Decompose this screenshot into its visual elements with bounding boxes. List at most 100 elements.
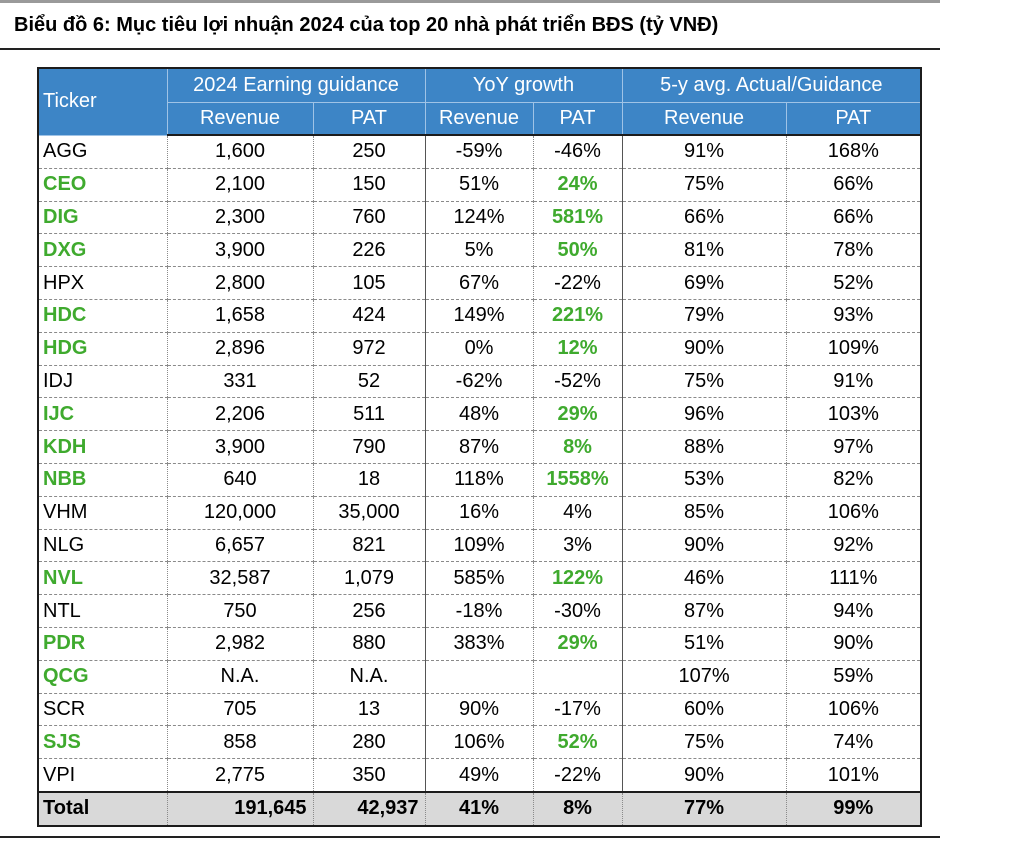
cell-avg-revenue: 66% [622,201,787,235]
cell-yoy-pat: 29% [533,397,623,432]
cell-avg-revenue: 87% [622,594,787,628]
cell-yoy-pat: -22% [533,758,623,793]
table-row: AGG 1,600 250 -59% -46% 91% 168% [37,135,923,169]
subheader-pat: PAT [785,102,923,136]
total-revenue: 191,645 [167,790,314,827]
page-title: Biểu đồ 6: Mục tiêu lợi nhuận 2024 của t… [14,14,719,36]
cell-pat: 18 [313,463,426,497]
cell-pat: 35,000 [313,496,426,530]
cell-pat: 280 [313,725,426,760]
cell-revenue: 858 [167,725,314,760]
cell-yoy-revenue: 106% [425,725,534,760]
subheader-revenue: Revenue [424,102,534,136]
cell-avg-pat: 106% [786,693,923,727]
cell-revenue: 640 [167,463,314,497]
cell-ticker: IDJ [37,365,168,399]
table-row: NLG 6,657 821 109% 3% 90% 92% [37,529,923,563]
cell-yoy-pat [533,660,623,694]
cell-revenue: 32,587 [167,561,314,596]
cell-avg-revenue: 90% [622,332,787,366]
cell-yoy-pat: 221% [533,299,623,333]
top-divider [0,0,940,3]
cell-ticker: DXG [37,233,168,268]
table-row: VHM 120,000 35,000 16% 4% 85% 106% [37,496,923,530]
group-header-guidance: 2024 Earning guidance [166,67,426,103]
cell-yoy-pat: 24% [533,168,623,202]
cell-yoy-pat: -52% [533,365,623,399]
cell-pat: 256 [313,594,426,628]
cell-revenue: 3,900 [167,233,314,268]
cell-ticker: NLG [37,529,168,563]
cell-revenue: N.A. [167,660,314,694]
cell-revenue: 120,000 [167,496,314,530]
cell-yoy-pat: 8% [533,430,623,464]
cell-avg-revenue: 90% [622,529,787,563]
cell-avg-pat: 111% [786,561,923,596]
header-group-row: Ticker 2024 Earning guidance YoY growth … [37,67,923,136]
cell-pat: N.A. [313,660,426,694]
cell-revenue: 1,658 [167,299,314,333]
group-header-avg: 5-y avg. Actual/Guidance [621,67,923,103]
cell-avg-pat: 78% [786,233,923,268]
cell-avg-pat: 52% [786,266,923,300]
cell-yoy-pat: 52% [533,725,623,760]
table-row: CEO 2,100 150 51% 24% 75% 66% [37,168,923,202]
cell-ticker: NTL [37,594,168,628]
cell-avg-revenue: 96% [622,397,787,432]
cell-pat: 250 [313,135,426,169]
total-label: Total [37,790,168,827]
cell-pat: 972 [313,332,426,366]
cell-ticker: VPI [37,758,168,793]
cell-ticker: AGG [37,135,168,169]
table-row: VPI 2,775 350 49% -22% 90% 101% [37,758,923,793]
cell-pat: 350 [313,758,426,793]
cell-ticker: SCR [37,693,168,727]
cell-avg-revenue: 53% [622,463,787,497]
cell-revenue: 2,982 [167,627,314,661]
cell-ticker: PDR [37,627,168,661]
cell-avg-revenue: 46% [622,561,787,596]
cell-avg-revenue: 90% [622,758,787,793]
cell-revenue: 1,600 [167,135,314,169]
cell-pat: 150 [313,168,426,202]
table-row: HDC 1,658 424 149% 221% 79% 93% [37,299,923,333]
cell-avg-pat: 90% [786,627,923,661]
cell-avg-revenue: 85% [622,496,787,530]
cell-pat: 880 [313,627,426,661]
cell-avg-pat: 93% [786,299,923,333]
cell-avg-pat: 91% [786,365,923,399]
cell-revenue: 2,300 [167,201,314,235]
cell-avg-pat: 101% [786,758,923,793]
cell-yoy-revenue: 0% [425,332,534,366]
table-body: AGG 1,600 250 -59% -46% 91% 168% CEO 2,100 150 51%… [37,135,923,827]
table-row: SCR 705 13 90% -17% 60% 106% [37,693,923,727]
cell-yoy-revenue: 48% [425,397,534,432]
cell-avg-pat: 92% [786,529,923,563]
subheader-pat: PAT [312,102,426,136]
total-pat: 42,937 [313,790,426,827]
cell-pat: 790 [313,430,426,464]
cell-yoy-revenue: 149% [425,299,534,333]
table-row: DXG 3,900 226 5% 50% 81% 78% [37,233,923,268]
table-row: QCG N.A. N.A. 107% 59% [37,660,923,694]
cell-revenue: 6,657 [167,529,314,563]
group-header-yoy: YoY growth [424,67,623,103]
cell-pat: 52 [313,365,426,399]
cell-pat: 424 [313,299,426,333]
cell-avg-revenue: 107% [622,660,787,694]
cell-avg-revenue: 51% [622,627,787,661]
guidance-table: Ticker 2024 Earning guidance YoY growth … [37,67,923,827]
cell-avg-pat: 82% [786,463,923,497]
cell-avg-revenue: 75% [622,365,787,399]
cell-revenue: 2,100 [167,168,314,202]
cell-yoy-pat: -46% [533,135,623,169]
cell-yoy-revenue: 109% [425,529,534,563]
cell-pat: 760 [313,201,426,235]
cell-yoy-revenue: 87% [425,430,534,464]
table-row: NTL 750 256 -18% -30% 87% 94% [37,594,923,628]
cell-yoy-pat: 29% [533,627,623,661]
cell-pat: 226 [313,233,426,268]
cell-yoy-revenue: 90% [425,693,534,727]
cell-avg-pat: 168% [786,135,923,169]
total-yoy-revenue: 41% [425,790,534,827]
